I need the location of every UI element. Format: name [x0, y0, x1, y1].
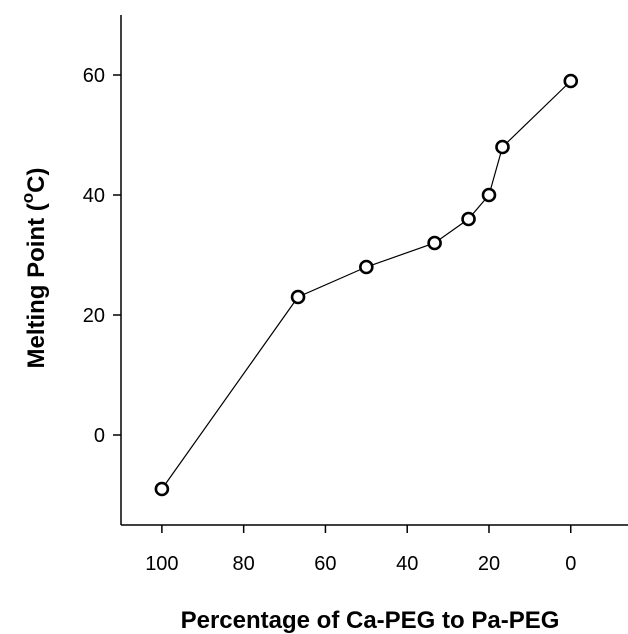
data-point	[359, 259, 374, 275]
series-line	[161, 80, 572, 490]
y-axis-title: Melting Point (oC)	[18, 167, 50, 368]
data-point	[495, 139, 510, 155]
x-tick-label: 20	[478, 553, 500, 575]
y-axis-title-superscript: o	[18, 193, 37, 203]
data-point	[427, 235, 442, 251]
data-point	[290, 289, 306, 305]
y-axis-title-prefix: Melting Point (	[23, 203, 50, 368]
axes	[120, 15, 628, 526]
x-tick-label: 60	[314, 553, 336, 575]
x-tick-label: 0	[565, 553, 576, 575]
y-tick-label: 20	[83, 305, 105, 327]
x-tick-label: 100	[145, 553, 178, 575]
x-ticks: 100 80 60 40 20 0	[145, 525, 576, 575]
x-tick-label: 40	[396, 553, 418, 575]
x-tick-label: 80	[233, 553, 255, 575]
y-tick-label: 60	[83, 65, 105, 87]
data-point	[461, 211, 476, 227]
data-point	[154, 481, 170, 497]
y-tick-label: 0	[94, 425, 105, 447]
y-ticks: 0 20 40 60	[83, 65, 121, 447]
y-tick-label: 40	[83, 185, 105, 207]
y-axis-title-suffix: C)	[23, 167, 50, 192]
series-line-group	[161, 80, 572, 490]
data-point	[481, 187, 497, 203]
x-axis-title: Percentage of Ca-PEG to Pa-PEG	[181, 607, 560, 634]
series-points-group	[154, 73, 579, 497]
data-point	[563, 73, 579, 89]
